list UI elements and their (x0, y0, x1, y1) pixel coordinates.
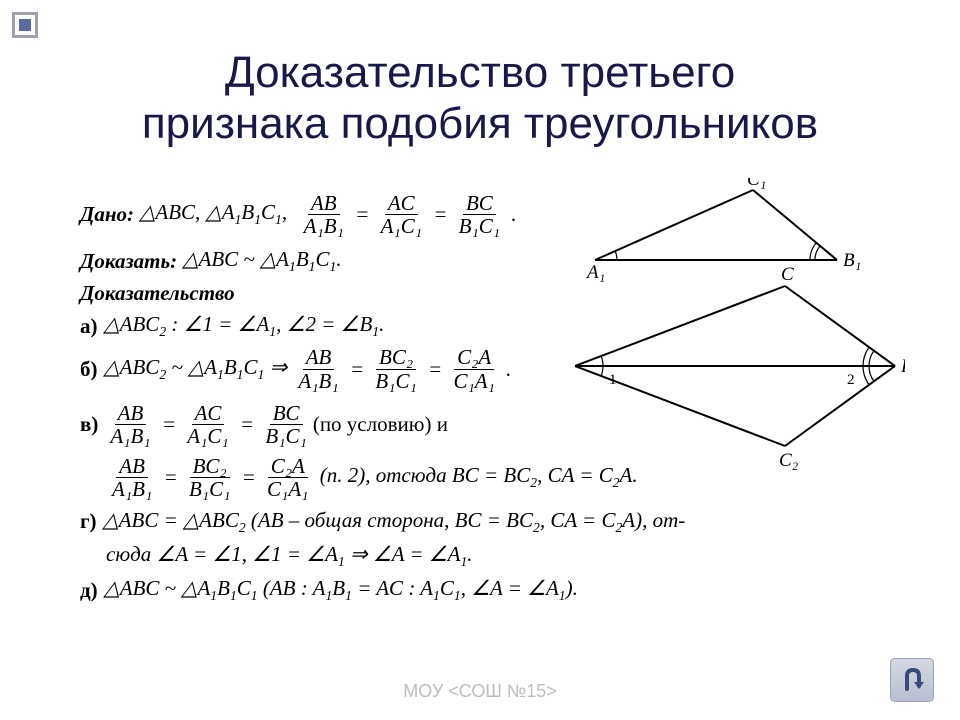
step-e: д) △ABC ~ △A1B1C1 (AB : A1B1 = AC : A1C1… (80, 576, 900, 604)
title-line-1: Доказательство третьего (225, 48, 735, 97)
step-b-pre: △ABC2 ~ △A1B1C1 ⇒ (104, 355, 293, 383)
triangle-diagram: A₁B₁C₁ABCC₂12 (575, 178, 905, 478)
slide-corner-marker (12, 12, 38, 38)
step-c1-tail: (по условию) и (313, 412, 448, 437)
step-a-label: а) (80, 314, 98, 339)
given-pre: △ABC, △A1B1C1, (134, 200, 298, 228)
step-c-label: в) (80, 412, 98, 437)
svg-text:C: C (781, 264, 794, 285)
svg-text:C₁: C₁ (747, 178, 766, 190)
svg-text:2: 2 (847, 372, 855, 388)
u-turn-arrow-icon (898, 665, 926, 695)
step-d2-body: сюда ∠A = ∠1, ∠1 = ∠A1 ⇒ ∠A = ∠A1. (106, 542, 473, 570)
prove-label: Доказать: (80, 249, 177, 274)
svg-text:B: B (901, 356, 905, 377)
step-d-label: г) (80, 509, 97, 534)
step-b-label: б) (80, 357, 98, 382)
svg-text:C₂: C₂ (779, 450, 799, 471)
svg-text:B₁: B₁ (843, 250, 861, 271)
svg-text:1: 1 (609, 372, 617, 388)
title-line-2: признака подобия треугольников (142, 99, 818, 148)
step-d1-body: △ABC = △ABC2 (AB – общая сторона, BC = B… (103, 508, 686, 536)
prove-body: △ABC ~ △A1B1C1. (177, 247, 341, 275)
return-button[interactable] (890, 658, 934, 702)
svg-text:A₁: A₁ (585, 262, 605, 283)
given-label: Дано: (80, 202, 134, 227)
step-e-body: △ABC ~ △A1B1C1 (AB : A1B1 = AC : A1C1, ∠… (104, 576, 578, 604)
proof-label: Доказательство (80, 281, 235, 306)
slide-title: Доказательство третьего признака подобия… (0, 0, 960, 149)
footer-text: МОУ <СОШ №15> (0, 681, 960, 702)
step-d2: сюда ∠A = ∠1, ∠1 = ∠A1 ⇒ ∠A = ∠A1. (80, 542, 900, 570)
step-e-label: д) (80, 578, 98, 603)
step-a-body: △ABC2 : ∠1 = ∠A1, ∠2 = ∠B1. (104, 312, 385, 340)
step-d1: г) △ABC = △ABC2 (AB – общая сторона, BC … (80, 508, 900, 536)
